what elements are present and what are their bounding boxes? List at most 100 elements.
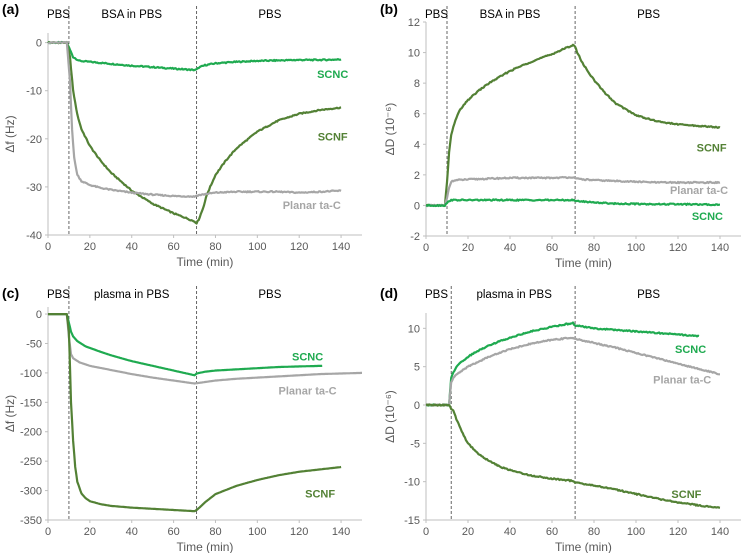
y-axis-title: Δf (Hz) xyxy=(3,115,17,152)
phase-label: plasma in PBS xyxy=(476,289,552,301)
x-tick-label: 120 xyxy=(669,242,687,254)
x-tick-label: 120 xyxy=(290,241,308,253)
phase-label: PBS xyxy=(258,289,281,301)
x-tick-label: 0 xyxy=(45,526,51,538)
x-tick-label: 40 xyxy=(126,526,138,538)
series-label: Planar ta-C xyxy=(279,386,337,398)
y-axis-title: Δf (Hz) xyxy=(3,395,17,432)
y-axis-title: ΔD (10⁻⁶) xyxy=(383,103,397,156)
x-tick-label: 60 xyxy=(546,242,558,254)
phase-label: PBS xyxy=(47,9,70,21)
panel-label: (c) xyxy=(2,285,19,301)
series-label: SCNF xyxy=(671,489,701,501)
y-tick-label: -100 xyxy=(20,368,42,380)
x-tick-label: 20 xyxy=(462,526,474,538)
y-tick-label: 5 xyxy=(414,362,420,374)
x-tick-label: 80 xyxy=(209,526,221,538)
y-tick-label: -2 xyxy=(410,231,420,243)
y-tick-label: 0 xyxy=(414,200,420,212)
y-tick-label: 0 xyxy=(36,38,42,50)
x-tick-label: 40 xyxy=(504,526,516,538)
y-tick-label: -40 xyxy=(26,230,42,242)
y-tick-label: -15 xyxy=(404,515,420,527)
series-planar-ta-c xyxy=(425,175,721,208)
phase-label: PBS xyxy=(258,9,281,21)
y-tick-label: -10 xyxy=(26,86,42,98)
y-tick-label: 2 xyxy=(414,170,420,182)
series-scnf xyxy=(426,43,721,208)
series-scnc xyxy=(47,40,342,72)
x-tick-label: 20 xyxy=(462,242,474,254)
x-tick-label: 40 xyxy=(126,241,138,253)
y-tick-label: -200 xyxy=(20,427,42,439)
y-tick-label: -250 xyxy=(20,456,42,468)
phase-label: PBS xyxy=(425,289,448,301)
x-tick-label: 140 xyxy=(711,526,729,538)
x-tick-label: 120 xyxy=(290,526,308,538)
series-planar-ta-c xyxy=(47,41,342,198)
y-tick-label: 12 xyxy=(408,17,420,29)
y-tick-label: -300 xyxy=(20,486,42,498)
series-label: Planar ta-C xyxy=(653,375,711,387)
x-tick-label: 140 xyxy=(332,241,350,253)
x-tick-label: 100 xyxy=(627,526,645,538)
y-tick-label: 6 xyxy=(414,109,420,121)
x-tick-label: 40 xyxy=(504,242,516,254)
series-label: SCNF xyxy=(318,131,348,143)
x-tick-label: 80 xyxy=(209,241,221,253)
panel-label: (d) xyxy=(380,285,398,301)
y-tick-label: -5 xyxy=(410,438,420,450)
series-label: SCNC xyxy=(692,211,723,223)
series-planar-ta-c xyxy=(47,313,363,385)
series-scnf xyxy=(47,313,342,513)
x-tick-label: 100 xyxy=(248,526,266,538)
y-tick-label: -30 xyxy=(26,182,42,194)
phase-label: PBS xyxy=(425,9,448,21)
x-tick-label: 60 xyxy=(167,241,179,253)
series-scnc xyxy=(426,321,700,407)
series-label: SCNC xyxy=(675,344,706,356)
y-tick-label: -20 xyxy=(26,134,42,146)
y-tick-label: 0 xyxy=(414,400,420,412)
panel-label: (b) xyxy=(380,1,398,17)
phase-label: BSA in PBS xyxy=(101,9,162,21)
y-tick-label: -10 xyxy=(404,477,420,489)
series-planar-ta-c xyxy=(425,336,721,407)
x-tick-label: 60 xyxy=(167,526,179,538)
phase-label: PBS xyxy=(637,9,660,21)
series-scnf xyxy=(426,403,721,509)
series-label: SCNF xyxy=(697,142,727,154)
x-axis-title: Time (min) xyxy=(555,256,612,270)
series-label: Planar ta-C xyxy=(283,200,341,212)
y-tick-label: -150 xyxy=(20,397,42,409)
y-tick-label: -350 xyxy=(20,515,42,527)
series-scnc xyxy=(47,313,323,377)
x-axis-title: Time (min) xyxy=(555,540,612,553)
x-tick-label: 140 xyxy=(711,242,729,254)
x-tick-label: 100 xyxy=(627,242,645,254)
y-tick-label: 0 xyxy=(36,309,42,321)
y-tick-label: 4 xyxy=(414,139,420,151)
y-tick-label: 10 xyxy=(408,323,420,335)
series-scnc xyxy=(425,198,721,208)
series-label: SCNC xyxy=(292,351,323,363)
x-tick-label: 100 xyxy=(248,241,266,253)
y-axis-title: ΔD (10⁻⁶) xyxy=(383,390,397,443)
phase-label: BSA in PBS xyxy=(480,9,541,21)
x-tick-label: 120 xyxy=(669,526,687,538)
y-tick-label: 8 xyxy=(414,78,420,90)
x-tick-label: 80 xyxy=(588,242,600,254)
phase-label: PBS xyxy=(47,289,70,301)
y-tick-label: -50 xyxy=(26,338,42,350)
series-label: SCNF xyxy=(305,489,335,501)
panel-label: (a) xyxy=(2,1,19,17)
series-scnf xyxy=(47,40,342,225)
series-label: Planar ta-C xyxy=(670,185,728,197)
x-tick-label: 80 xyxy=(588,526,600,538)
x-tick-label: 0 xyxy=(423,526,429,538)
x-tick-label: 60 xyxy=(546,526,558,538)
x-tick-label: 20 xyxy=(84,526,96,538)
